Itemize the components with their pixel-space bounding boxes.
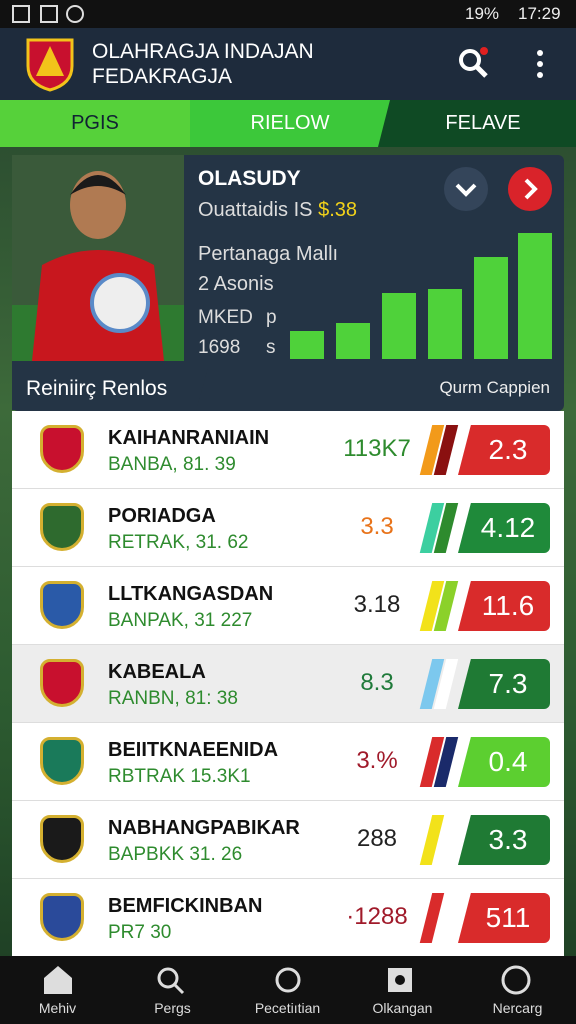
team-logo: [40, 581, 84, 629]
nav-item[interactable]: Olkangan: [372, 1000, 433, 1016]
nav-item[interactable]: Pecetiıtian: [254, 1000, 321, 1016]
mini-chart: [290, 233, 552, 359]
score: 2.3: [458, 425, 550, 475]
tab[interactable]: RIELOW: [190, 100, 390, 147]
text: Ouattaidis IS: [198, 199, 313, 221]
tab-bar: PGIS RIELOW FELAVE: [0, 100, 576, 147]
section-right: Qurm Cappien: [439, 378, 550, 397]
section-title: Reiniirç Renlos: [26, 377, 168, 400]
team-stat: 3.3: [360, 513, 394, 540]
score: 3.3: [458, 815, 550, 865]
status-icon: [66, 5, 84, 23]
team-sub: BAPBKK 31. 26: [108, 844, 243, 865]
next-button[interactable]: [508, 167, 552, 211]
team-name: PORIADGA: [108, 505, 216, 527]
list-row[interactable]: KABEALA RANBN, 81: 38 8.3 7.3: [12, 645, 564, 723]
price: $.38: [318, 199, 358, 221]
stat-label: MKED: [198, 307, 253, 328]
score: 4.12: [458, 503, 550, 553]
team-name: BEIITKNAEENIDA: [108, 739, 279, 761]
stat-unit: p: [266, 307, 277, 328]
team-logo: [40, 815, 84, 863]
collapse-button[interactable]: [444, 167, 488, 211]
list-row[interactable]: LLTKANGASDAN BANPAK, 31 227 3.18 11.6: [12, 567, 564, 645]
player-photo: [12, 155, 184, 361]
team-name: NABHANGPABIKAR: [108, 817, 300, 839]
stat-unit: s: [266, 337, 276, 358]
score: 7.3: [458, 659, 550, 709]
team-stat: 3.%: [356, 747, 398, 774]
team-logo: [40, 659, 84, 707]
list-row[interactable]: KAIHANRANIAIN BANBA, 81. 39 113K7 2.3: [12, 411, 564, 489]
list-row[interactable]: BEMFICKINBAN PR7 30 ·1288 511: [12, 879, 564, 957]
team-name: BEMFICKINBAN: [108, 895, 263, 917]
logo: [26, 38, 74, 92]
nav-item[interactable]: Pergs: [154, 1000, 191, 1016]
status-bar: 19% 17:29: [0, 0, 576, 28]
player-info: 2 Asonis: [198, 273, 274, 295]
status-icon: [40, 5, 58, 23]
team-name: KABEALA: [108, 661, 206, 683]
battery: 19%: [465, 4, 500, 23]
team-stat: 8.3: [360, 669, 394, 696]
score: 511: [458, 893, 550, 943]
list-row[interactable]: BEIITKNAEENIDA RBTRAK 15.3K1 3.% 0.4: [12, 723, 564, 801]
team-stat: 288: [356, 825, 398, 852]
player-info: Ouattaidis IS $.38: [198, 199, 357, 222]
player-info: Pertanaga Mallı: [198, 243, 339, 265]
search-button[interactable]: [456, 46, 492, 82]
team-sub: PR7 30: [108, 922, 172, 943]
list-row[interactable]: PORIADGA RETRAK, 31. 62 3.3 4.12: [12, 489, 564, 567]
team-name: KAIHANRANIAIN: [108, 427, 270, 449]
nav-bar: Mehiv Pergs Pecetiıtian Olkangan Nercarg: [0, 956, 576, 1024]
team-logo: [40, 893, 84, 941]
player-name: OLASUDY: [198, 167, 301, 190]
team-logo: [40, 737, 84, 785]
team-name: LLTKANGASDAN: [108, 583, 274, 605]
team-logo: [40, 425, 84, 473]
list-row[interactable]: NABHANGPABIKAR BAPBKK 31. 26 288 3.3: [12, 801, 564, 879]
team-sub: RETRAK, 31. 62: [108, 532, 249, 553]
header: OLAHRAGJA INDAJAN FEDAKRAGJA: [0, 28, 576, 100]
nav-item[interactable]: Mehiv: [38, 1000, 77, 1016]
nav-item[interactable]: Nercarg: [492, 1000, 543, 1016]
time: 17:29: [518, 4, 561, 23]
player-card: OLASUDY Ouattaidis IS $.38 Pertanaga Mal…: [12, 155, 564, 411]
team-sub: RANBN, 81: 38: [108, 688, 238, 709]
title: FEDAKRAGJA: [92, 65, 233, 88]
stat-value: 1698: [198, 337, 241, 358]
team-sub: BANBA, 81. 39: [108, 454, 236, 475]
status-icon: [12, 5, 30, 23]
tab[interactable]: FELAVE: [445, 112, 521, 134]
team-sub: BANPAK, 31 227: [108, 610, 253, 631]
title: OLAHRAGJA INDAJAN: [92, 40, 314, 63]
score: 0.4: [458, 737, 550, 787]
section-tab: Reiniirç Renlos: [12, 368, 208, 410]
menu-button[interactable]: [530, 48, 550, 80]
team-stat: 113K7: [343, 435, 411, 462]
team-logo: [40, 503, 84, 551]
team-stat: ·1288: [346, 903, 408, 930]
team-stat: 3.18: [353, 591, 401, 618]
score: 11.6: [458, 581, 550, 631]
nav-icons: [44, 965, 531, 995]
team-sub: RBTRAK 15.3K1: [108, 766, 251, 787]
tab[interactable]: PGIS: [0, 100, 190, 147]
